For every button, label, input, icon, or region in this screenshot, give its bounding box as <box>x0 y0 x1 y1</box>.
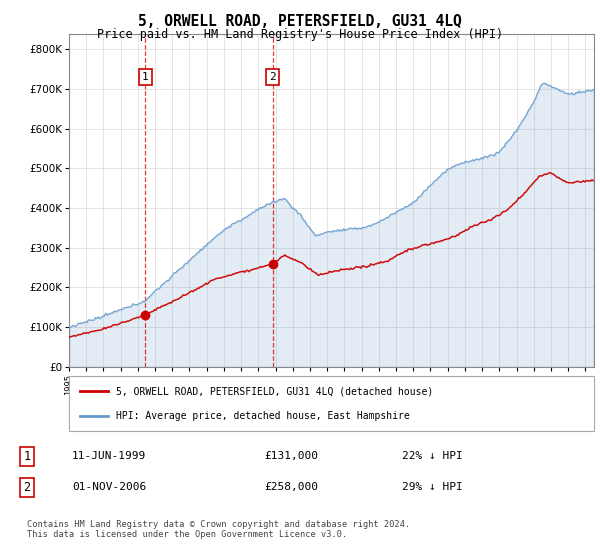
Text: 5, ORWELL ROAD, PETERSFIELD, GU31 4LQ (detached house): 5, ORWELL ROAD, PETERSFIELD, GU31 4LQ (d… <box>116 386 433 396</box>
Text: HPI: Average price, detached house, East Hampshire: HPI: Average price, detached house, East… <box>116 412 410 421</box>
Text: 2: 2 <box>23 480 31 494</box>
Text: 5, ORWELL ROAD, PETERSFIELD, GU31 4LQ: 5, ORWELL ROAD, PETERSFIELD, GU31 4LQ <box>138 14 462 29</box>
FancyBboxPatch shape <box>69 376 594 431</box>
Text: £258,000: £258,000 <box>264 482 318 492</box>
Text: Price paid vs. HM Land Registry's House Price Index (HPI): Price paid vs. HM Land Registry's House … <box>97 28 503 41</box>
Text: 29% ↓ HPI: 29% ↓ HPI <box>402 482 463 492</box>
Text: 2: 2 <box>269 72 276 82</box>
Text: 11-JUN-1999: 11-JUN-1999 <box>72 451 146 461</box>
Text: 1: 1 <box>142 72 149 82</box>
Text: Contains HM Land Registry data © Crown copyright and database right 2024.
This d: Contains HM Land Registry data © Crown c… <box>27 520 410 539</box>
Text: 1: 1 <box>23 450 31 463</box>
Text: £131,000: £131,000 <box>264 451 318 461</box>
Text: 22% ↓ HPI: 22% ↓ HPI <box>402 451 463 461</box>
Text: 01-NOV-2006: 01-NOV-2006 <box>72 482 146 492</box>
